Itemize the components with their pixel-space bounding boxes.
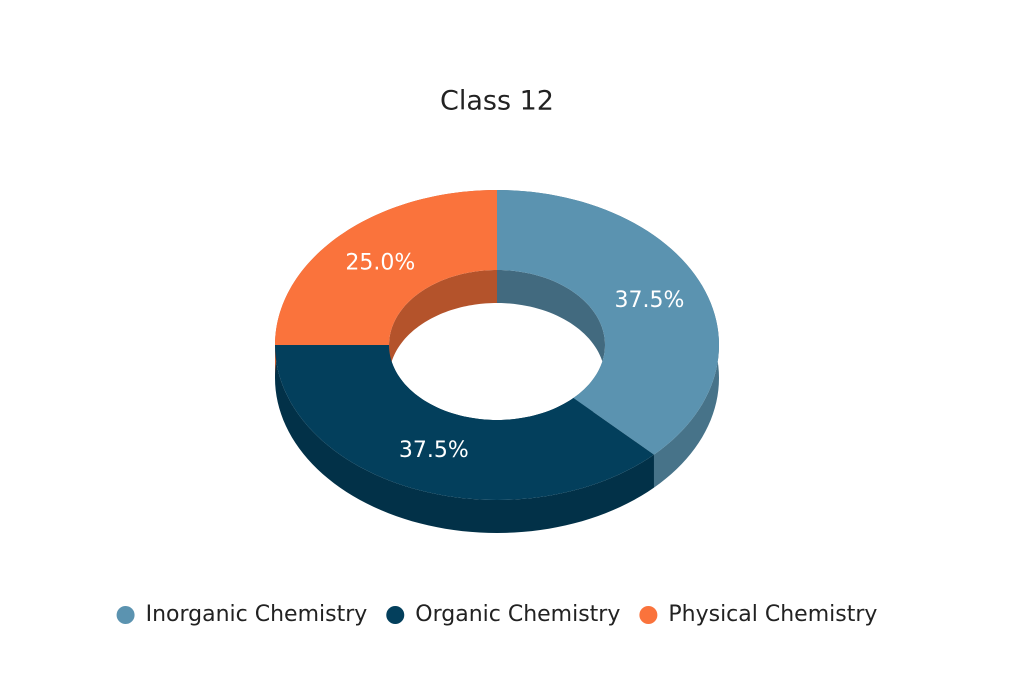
value-labels: 37.5% 37.5% 25.0%: [345, 251, 684, 464]
legend-label: Inorganic Chemistry: [146, 602, 368, 627]
legend-label: Organic Chemistry: [415, 602, 620, 627]
legend: Inorganic Chemistry Organic Chemistry Phys…: [116, 602, 877, 627]
legend-item: Organic Chemistry: [386, 602, 620, 627]
value-label: 37.5%: [399, 438, 469, 463]
donut-slice: [497, 190, 719, 455]
inner-wall: [389, 270, 497, 378]
legend-item: Inorganic Chemistry: [116, 602, 368, 627]
legend-marker: [386, 606, 405, 624]
slice-tops: [275, 190, 719, 500]
value-label: 37.5%: [614, 288, 684, 313]
donut-slice: [275, 190, 497, 345]
legend-item: Physical Chemistry: [639, 602, 877, 627]
donut-slice: [275, 345, 654, 500]
value-label: 25.0%: [345, 251, 415, 276]
legend-label: Physical Chemistry: [668, 602, 877, 627]
legend-marker: [639, 606, 658, 624]
outer-wall: [275, 345, 654, 533]
chart-title: Class 12: [440, 86, 554, 117]
legend-marker: [116, 606, 135, 624]
inner-wall: [497, 270, 605, 432]
